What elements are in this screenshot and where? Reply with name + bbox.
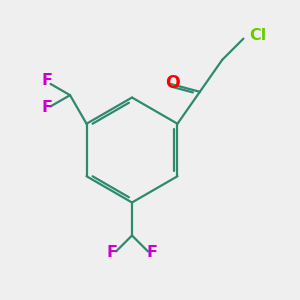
- Text: F: F: [41, 100, 52, 116]
- Text: Cl: Cl: [249, 28, 266, 43]
- Text: F: F: [106, 245, 117, 260]
- Text: O: O: [165, 74, 180, 92]
- Text: F: F: [41, 74, 52, 88]
- Text: F: F: [147, 245, 158, 260]
